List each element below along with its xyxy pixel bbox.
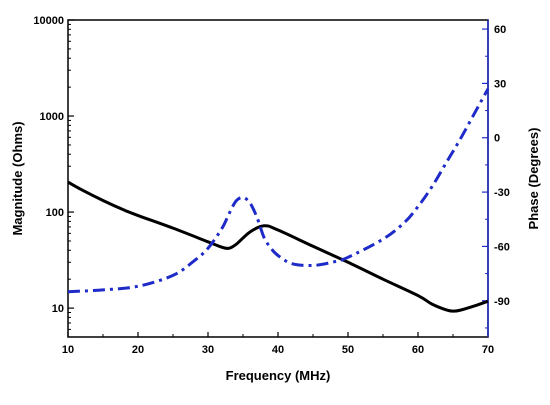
series-layer: [67, 88, 490, 313]
plot-border: [67, 19, 489, 338]
right-phase-axis: -90 -60 -30 0 30 60: [482, 20, 510, 337]
right-tick-label: -30: [494, 187, 510, 199]
magnitude-series-line: [67, 180, 489, 313]
right-tick-label: -90: [494, 296, 510, 308]
right-tick-label: 30: [494, 78, 506, 90]
x-tick-label: 50: [342, 344, 354, 356]
phase-series-line: [67, 88, 490, 294]
x-tick-label: 40: [272, 344, 284, 356]
right-tick-label: 0: [494, 133, 500, 145]
left-tick-label: 1000: [40, 111, 64, 123]
left-tick-label: 100: [46, 207, 64, 219]
x-tick-label: 60: [412, 344, 424, 356]
left-magnitude-axis: 10 100 1000 10000: [33, 15, 74, 338]
x-tick-label: 70: [482, 344, 494, 356]
plot-frame: [67, 19, 489, 338]
x-axis: 10 20 30 40 50 60 70: [62, 332, 494, 356]
x-tick-label: 30: [202, 344, 214, 356]
x-tick-label: 10: [62, 344, 74, 356]
right-axis-title: Phase (Degrees): [526, 128, 541, 230]
right-tick-label: -60: [494, 241, 510, 253]
left-tick-label: 10: [52, 303, 64, 315]
x-axis-title: Frequency (MHz): [226, 368, 331, 383]
right-tick-label: 60: [494, 24, 506, 36]
left-axis-title: Magnitude (Ohms): [10, 121, 25, 235]
x-tick-label: 20: [132, 344, 144, 356]
left-tick-label: 10000: [33, 15, 64, 27]
